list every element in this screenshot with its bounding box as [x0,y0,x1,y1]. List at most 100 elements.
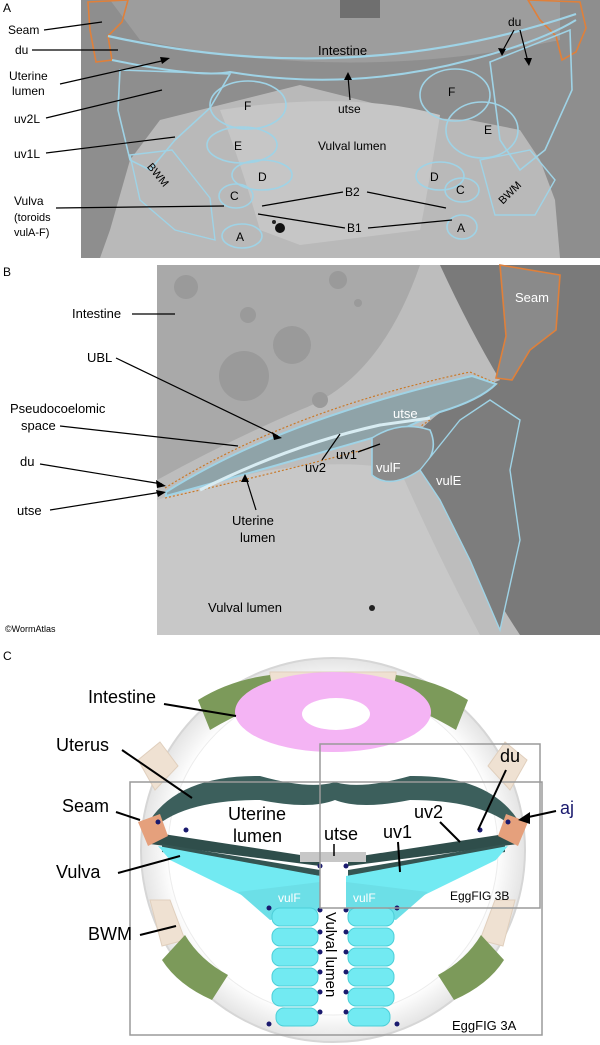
panel-c-label-egg-3a: EggFIG 3A [452,1018,517,1033]
panel-c-leader-bwm [139,925,177,936]
panel-a-granule [275,223,285,233]
panel-c-label-utse: utse [324,824,358,844]
panel-c-label-egg-3b: EggFIG 3B [450,889,509,903]
panel-c: C Intestine Uterus Seam Vulva BWM Uterin… [3,649,574,1043]
panel-c-arrowhead-aj [518,812,530,824]
panel-c-bwm-lower-left [162,935,228,1000]
panel-a-label-uv1l: uv1L [14,147,40,161]
panel-c-uv1-right [348,844,505,876]
panel-c-leader-intestine [163,703,237,717]
panel-a-toroid-left-label-e: E [234,139,242,153]
panel-a-leader-seam [43,21,103,31]
panel-c-label-vulval-lumen: Vulval lumen [322,912,339,997]
panel-a-label-vulva-2: (toroids [14,212,51,224]
panel-b-granule [174,275,198,299]
panel-c-uterine-lumen [183,804,485,852]
panel-b-uterine-lumen [199,416,431,492]
panel-a-toroid-left-label-f: F [244,99,251,113]
panel-a-toroid-left-label-c: C [230,189,239,203]
panel-a-toroid-left-d [231,159,293,191]
panel-a-tissue [81,0,600,258]
panel-b-label-seam: Seam [515,290,549,305]
panel-c-intestine-lumen [302,698,370,730]
panel-a-seam-left-outline [87,0,129,63]
panel-c-uv2-left [150,832,320,866]
panel-a: A Seam du Uterine lumen uv2L uv1L Vulva … [3,0,600,258]
panel-b-arrowhead [156,490,166,497]
panel-a-bwm-right-outline [479,149,556,216]
panel-b-leader-pseudo [59,425,239,447]
panel-c-label-vulva: Vulva [56,862,101,882]
panel-b-leader-ubl [115,357,279,437]
panel-a-toroid-right-f [419,68,491,122]
panel-b-label-uv1: uv1 [336,447,357,462]
panel-c-box-3b [319,743,541,909]
panel-a-label-uterine-lumen-2: lumen [12,84,45,98]
panel-b-granule [354,299,362,307]
panel-a-leader-b2-right [366,191,447,209]
panel-a-label-du-right: du [508,15,521,29]
panel-c-label-vulf-right: vulF [353,891,376,905]
panel-a-uv-left-outline [117,69,232,171]
panel-b-granule [219,351,269,401]
panel-b-vulf-outline [371,425,435,483]
panel-c-adherens-junctions [155,819,511,1027]
panel-b-label-vulval-lumen: Vulval lumen [208,600,282,615]
panel-a-toroid-right-d [415,161,465,191]
panel-c-leader-uv2 [439,821,461,843]
panel-c-utse [300,852,366,862]
panel-a-toroid-left-f [209,80,287,130]
panel-c-label-uterine-lumen-1: Uterine [228,804,286,824]
panel-c-leader-seam [115,811,141,821]
panel-b-arrowhead [272,432,282,440]
panel-b-label-ubl: UBL [87,350,112,365]
panel-a-label-uv2l: uv2L [14,112,40,126]
panel-a-toroid-right-e [445,101,519,159]
panel-b-granule [369,605,375,611]
panel-b-label-intestine: Intestine [72,306,121,321]
panel-b-label-vulf: vulF [376,460,401,475]
panel-a-seam-right-outline [527,0,587,62]
panel-a-leader-uv2l [45,89,163,119]
panel-c-leader-uv1 [397,841,401,873]
panel-c-leader-du [477,769,507,831]
panel-a-arrowhead [498,48,506,56]
panel-b-label-uv2: uv2 [305,460,326,475]
panel-a-intestine-brush-border [340,0,380,18]
panel-a-label-b1: B1 [347,221,362,235]
panel-c-label-uv2: uv2 [414,802,443,822]
panel-c-label-aj: aj [560,798,574,818]
panel-a-letter: A [3,1,11,15]
panel-b-label-du: du [20,454,34,469]
panel-c-uterus-wall [150,775,518,832]
panel-a-arrowhead [344,72,352,80]
panel-a-leader-b2-left [261,191,344,207]
panel-c-label-du: du [500,746,520,766]
panel-c-uv1-left [162,844,320,876]
panel-a-uv-right-outline [489,28,573,172]
panel-a-toroid-left-c [218,183,254,209]
panel-b-granule [273,326,311,364]
panel-c-label-intestine: Intestine [88,687,156,707]
panel-a-arrowhead [160,57,170,64]
panel-a-leader-b1-right [367,219,453,229]
panel-c-label-uv1: uv1 [383,822,412,842]
panel-a-toroid-right-label-f: F [448,85,455,99]
panel-a-label-seam: Seam [8,23,39,37]
panel-a-label-uterine-lumen-1: Uterine [9,69,48,83]
panel-b-arrowhead [241,474,249,482]
panel-b-label-uterine-lumen-2: lumen [240,530,275,545]
panel-a-toroid-right-c [444,177,480,203]
panel-a-label-vulva-1: Vulva [14,194,44,208]
panel-a-toroid-right-a [446,214,478,240]
panel-a-bwm-left-outline [129,149,216,241]
panel-b-ubl-outline [164,371,501,489]
panel-b-credit: ©WormAtlas [5,624,56,634]
panel-b-leader-uterine-lumen [245,477,257,511]
panel-c-label-bwm: BWM [88,924,132,944]
panel-a-toroid-left-label-a: A [236,230,244,244]
panel-c-box-3a [129,781,543,1036]
panel-b-granule [312,392,328,408]
panel-a-toroid-right-label-c: C [456,183,465,197]
panel-c-leader-uterus [121,749,193,799]
